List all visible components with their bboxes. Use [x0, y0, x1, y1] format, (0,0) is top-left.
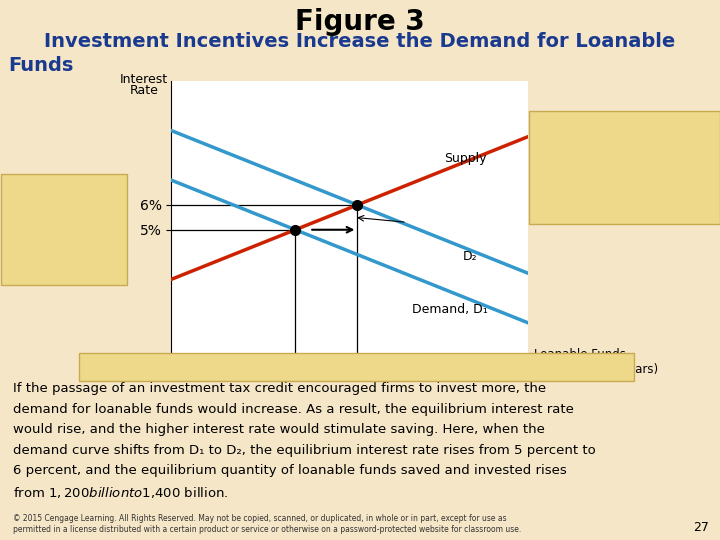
Text: from $1,200 billion to $1,400 billion.: from $1,200 billion to $1,400 billion.: [13, 485, 228, 500]
Text: Interest: Interest: [120, 73, 168, 86]
Text: 1. An investment tax
credit increases the
demand for loanable
funds . . .: 1. An investment tax credit increases th…: [540, 119, 671, 186]
Text: If the passage of an investment tax credit encouraged firms to invest more, the: If the passage of an investment tax cred…: [13, 382, 546, 395]
Text: Rate: Rate: [130, 84, 158, 97]
Text: D₂: D₂: [463, 249, 477, 262]
Text: demand for loanable funds would increase. As a result, the equilibrium interest : demand for loanable funds would increase…: [13, 403, 574, 416]
Text: © 2015 Cengage Learning. All Rights Reserved. May not be copied, scanned, or dup: © 2015 Cengage Learning. All Rights Rese…: [13, 514, 521, 534]
Text: Supply: Supply: [444, 152, 487, 165]
Text: demand curve shifts from D₁ to D₂, the equilibrium interest rate rises from 5 pe: demand curve shifts from D₁ to D₂, the e…: [13, 444, 595, 457]
Text: 6 percent, and the equilibrium quantity of loanable funds saved and invested ris: 6 percent, and the equilibrium quantity …: [13, 464, 567, 477]
Text: 3. . . . and raises the equilibrium quantity of loanable funds.: 3. . . . and raises the equilibrium quan…: [144, 360, 569, 373]
Text: Figure 3: Figure 3: [295, 8, 425, 36]
Text: Funds: Funds: [9, 56, 74, 75]
Text: Demand, D₁: Demand, D₁: [412, 303, 487, 316]
Text: 27: 27: [693, 521, 709, 534]
Text: 2. . . . which
raises the
equilibrium
interest rate
. . .: 2. . . . which raises the equilibrium in…: [12, 182, 90, 267]
Text: Investment Incentives Increase the Demand for Loanable: Investment Incentives Increase the Deman…: [45, 32, 675, 51]
Text: 0: 0: [167, 367, 176, 380]
Text: would rise, and the higher interest rate would stimulate saving. Here, when the: would rise, and the higher interest rate…: [13, 423, 545, 436]
Text: Loanable Funds
(in billions of dollars): Loanable Funds (in billions of dollars): [534, 348, 658, 376]
